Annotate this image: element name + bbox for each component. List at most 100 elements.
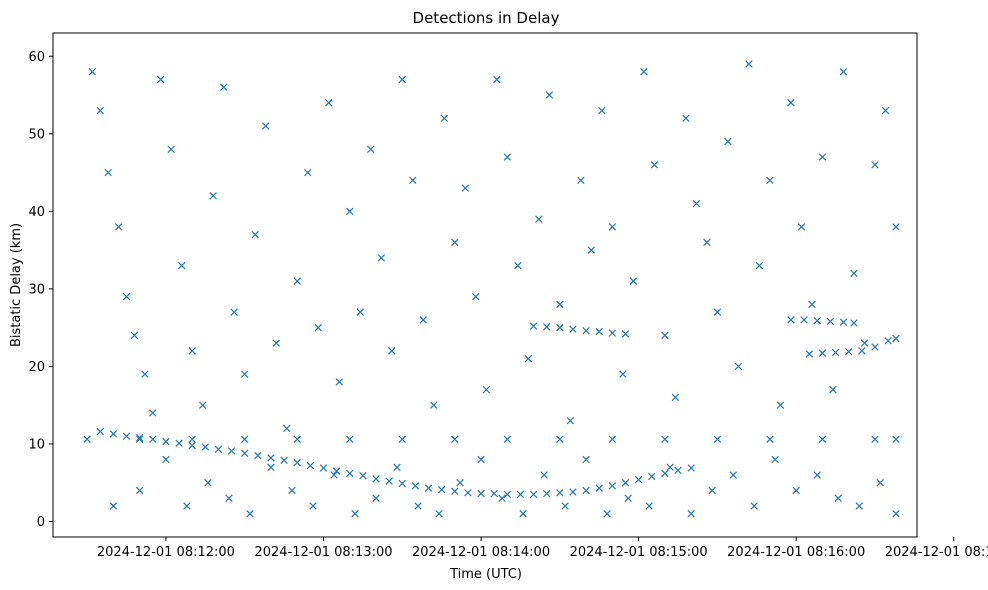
data-point <box>813 471 821 479</box>
data-point <box>682 114 690 123</box>
y-tick-label: 0 <box>37 515 45 530</box>
data-point <box>566 416 575 425</box>
data-point <box>503 490 512 499</box>
data-point <box>409 176 417 185</box>
data-point <box>167 145 175 154</box>
data-point <box>359 472 367 480</box>
data-point <box>619 370 627 378</box>
data-point <box>293 435 301 444</box>
data-point <box>850 269 858 278</box>
data-point <box>293 458 301 467</box>
data-point <box>674 466 682 475</box>
data-point <box>797 223 806 231</box>
data-point <box>892 334 900 343</box>
data-point <box>472 292 480 301</box>
data-point <box>624 494 632 502</box>
data-point <box>603 510 611 518</box>
data-point <box>844 347 853 356</box>
data-point <box>104 168 112 177</box>
data-point <box>254 451 262 460</box>
y-tick-label: 60 <box>28 50 45 65</box>
chart-title: Detections in Delay <box>413 9 560 27</box>
data-point <box>892 510 900 518</box>
data-point <box>826 317 835 326</box>
data-point <box>272 339 280 347</box>
data-point <box>240 449 249 457</box>
data-point <box>246 510 254 518</box>
y-tick-label: 10 <box>28 437 45 452</box>
data-point <box>130 331 139 340</box>
data-point <box>587 246 596 254</box>
data-point <box>540 471 548 479</box>
data-point <box>629 277 638 285</box>
data-point <box>346 469 354 478</box>
x-tick-label: 2024-12-01 08:16:00 <box>727 545 865 560</box>
data-point <box>498 494 506 502</box>
data-point <box>346 435 354 444</box>
data-point <box>314 323 322 332</box>
data-point <box>83 435 91 444</box>
x-tick-label: 2024-12-01 08:15:00 <box>570 545 708 560</box>
data-point <box>569 488 577 496</box>
data-point <box>876 478 884 487</box>
data-point <box>377 254 385 262</box>
data-point <box>661 331 669 340</box>
data-point <box>188 441 196 450</box>
data-point <box>493 75 501 84</box>
data-point <box>477 489 485 498</box>
data-point <box>225 494 233 502</box>
data-point <box>608 482 617 490</box>
data-point <box>516 490 525 499</box>
data-point <box>881 106 890 115</box>
data-point <box>88 68 97 76</box>
data-point <box>261 122 270 130</box>
data-point <box>834 494 842 502</box>
data-point <box>839 68 848 76</box>
data-point <box>800 316 808 324</box>
data-point <box>335 378 343 386</box>
data-point <box>745 60 753 68</box>
data-point <box>177 261 186 270</box>
data-point <box>356 308 364 316</box>
data-point <box>214 445 223 454</box>
data-point <box>503 153 512 161</box>
data-point <box>648 472 656 481</box>
data-point <box>96 106 104 115</box>
data-point <box>813 316 821 325</box>
y-tick-label: 20 <box>28 360 45 375</box>
data-point <box>451 487 459 495</box>
data-point <box>892 435 900 444</box>
data-point <box>729 471 737 479</box>
series-1 <box>83 435 900 444</box>
data-point <box>456 478 464 487</box>
data-point <box>424 484 433 492</box>
data-point <box>529 322 538 330</box>
data-point <box>892 223 900 231</box>
data-point <box>293 277 301 285</box>
series-5 <box>88 60 900 433</box>
data-point <box>687 464 695 472</box>
data-point <box>451 435 459 444</box>
data-point <box>818 435 827 444</box>
data-point <box>595 327 603 336</box>
data-point <box>304 168 312 177</box>
data-point <box>332 467 341 475</box>
x-tick-label: 2024-12-01 08:13:00 <box>254 545 392 560</box>
data-point <box>209 192 217 200</box>
data-point <box>608 223 617 231</box>
data-point <box>283 424 291 433</box>
data-point <box>267 463 275 471</box>
data-point <box>175 439 183 447</box>
data-point <box>372 494 380 502</box>
data-point <box>608 435 617 444</box>
y-tick-label: 30 <box>28 282 45 297</box>
data-point <box>724 137 732 146</box>
data-point <box>149 409 157 417</box>
data-point <box>640 68 648 76</box>
x-axis: 2024-12-01 08:12:00 2024-12-01 08:13:00 20… <box>97 537 988 560</box>
data-point <box>135 435 144 444</box>
data-point <box>372 475 380 483</box>
data-point <box>734 362 743 371</box>
data-point <box>188 347 196 355</box>
